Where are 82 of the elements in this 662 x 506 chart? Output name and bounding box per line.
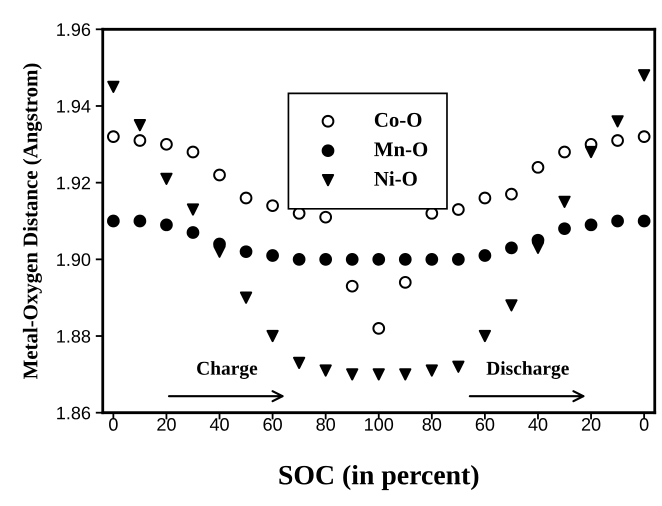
- point: [240, 192, 252, 204]
- point: [399, 368, 412, 380]
- legend-label: Mn-O: [374, 142, 428, 156]
- y-tick-label: 1.86: [57, 406, 90, 420]
- point: [505, 188, 518, 201]
- point: [240, 245, 252, 258]
- point: [505, 299, 518, 312]
- x-tick-label: 60: [476, 418, 494, 431]
- point: [452, 203, 465, 216]
- point: [452, 252, 465, 266]
- x-tick-label: 60: [263, 418, 282, 431]
- annotation: Discharge: [486, 361, 569, 379]
- x-tick-label: 100: [365, 418, 394, 431]
- x-tick-label: 0: [109, 418, 118, 431]
- point: [638, 214, 650, 228]
- point: [186, 146, 200, 158]
- point: [240, 292, 252, 304]
- x-tick-label: 40: [210, 418, 229, 431]
- y-tick-label: 1.96: [57, 23, 90, 36]
- point: [293, 356, 306, 369]
- x-tick-label: 20: [582, 418, 600, 431]
- x-tick-label: 80: [422, 418, 442, 431]
- point: [266, 199, 279, 212]
- x-tick-label: 40: [528, 418, 548, 431]
- point: [398, 276, 412, 289]
- y-tick-label: 1.88: [57, 330, 90, 343]
- point: [478, 330, 492, 342]
- point: [478, 192, 492, 204]
- point: [452, 360, 464, 373]
- point: [372, 322, 386, 335]
- x-axis-title: SOC (in percent): [279, 464, 478, 490]
- point: [532, 242, 544, 254]
- point: [558, 222, 571, 236]
- point: [426, 364, 438, 377]
- point: [372, 368, 385, 380]
- point: [134, 214, 146, 228]
- point: [186, 203, 200, 216]
- y-axis-title: Metal-Oxygen Distance (Angstrom): [22, 64, 42, 379]
- point: [107, 130, 120, 144]
- annotation: Charge: [197, 361, 258, 379]
- point: [319, 210, 332, 224]
- point: [584, 146, 598, 158]
- point: [346, 368, 358, 380]
- point: [186, 226, 200, 239]
- point: [213, 246, 226, 258]
- point: [425, 252, 438, 266]
- point: [638, 130, 650, 144]
- y-tick-label: 1.92: [57, 176, 90, 190]
- point: [134, 134, 146, 147]
- point: [160, 172, 173, 185]
- x-tick-label: 0: [640, 418, 648, 431]
- x-tick-label: 20: [157, 418, 176, 431]
- legend-label: Ni-O: [374, 171, 417, 186]
- point: [292, 252, 306, 266]
- y-tick-label: 1.94: [57, 100, 90, 113]
- point: [320, 364, 332, 377]
- point: [532, 160, 544, 174]
- x-tick-label: 80: [316, 418, 336, 431]
- point: [505, 241, 518, 254]
- point: [266, 330, 279, 342]
- point: [160, 138, 173, 151]
- point: [611, 134, 624, 147]
- point: [107, 80, 120, 93]
- point: [558, 146, 571, 158]
- point: [107, 214, 120, 228]
- point: [134, 119, 146, 132]
- y-tick-label: 1.90: [57, 253, 90, 266]
- point: [478, 249, 492, 262]
- legend-label: Co-O: [374, 112, 422, 127]
- point: [638, 69, 650, 82]
- point: [398, 252, 412, 266]
- point: [160, 218, 173, 232]
- point: [213, 168, 226, 182]
- point: [584, 218, 598, 232]
- point: [611, 115, 624, 128]
- point: [266, 249, 279, 262]
- point: [611, 214, 624, 228]
- point: [346, 252, 359, 266]
- point: [372, 252, 386, 266]
- point: [558, 196, 571, 208]
- point: [319, 252, 332, 266]
- point: [346, 280, 359, 293]
